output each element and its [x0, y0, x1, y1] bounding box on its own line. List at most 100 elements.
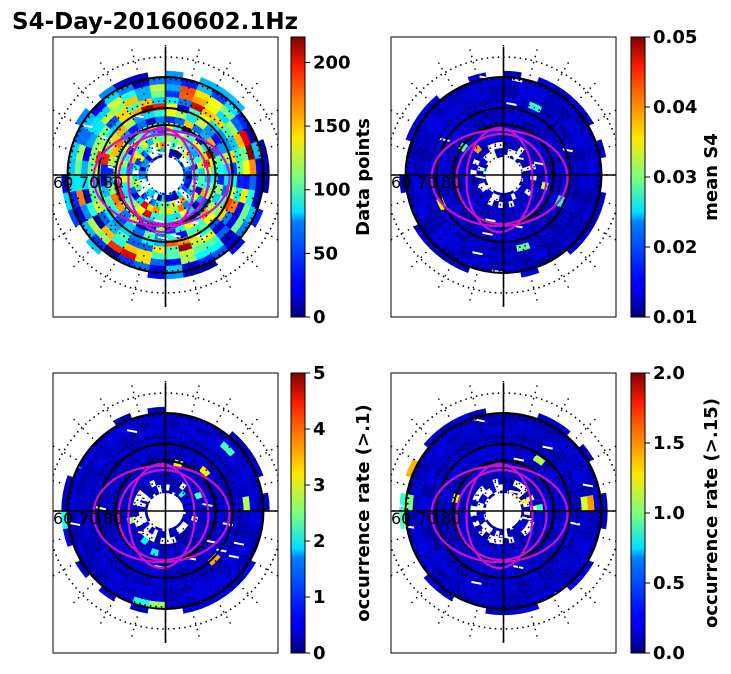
colorbar-tick-label: 0: [313, 307, 326, 328]
heat-cell: [165, 90, 181, 99]
contour-line: [430, 128, 569, 228]
heat-cell: [536, 503, 544, 512]
heat-cell: [168, 529, 175, 538]
gap-mark: [71, 464, 82, 469]
heat-cells: [61, 70, 270, 280]
heat-cell: [491, 568, 504, 577]
colorbar-tick-label: 1.0: [653, 503, 685, 524]
gap-mark: [439, 137, 450, 142]
heat-cell: [155, 451, 166, 460]
polar-area: 60 70 80: [53, 381, 278, 643]
heat-cell: [165, 109, 178, 118]
heat-cell: [580, 174, 589, 190]
figure-title: S4-Day-20160602.1Hz: [12, 9, 298, 35]
colorbar-tick-label: 0.5: [653, 573, 685, 594]
gap-mark: [499, 534, 511, 539]
gap-mark: [101, 136, 113, 141]
heat-cell: [158, 135, 166, 143]
heat-cell: [242, 160, 251, 176]
heat-cells: [399, 70, 607, 278]
heat-cell: [147, 526, 156, 535]
contour-line: [430, 464, 569, 564]
radius-label: 70: [79, 173, 99, 192]
heat-cell: [491, 232, 504, 241]
heat-cell: [217, 510, 225, 522]
axes-frame: [390, 372, 617, 654]
heat-cell: [151, 96, 166, 105]
heat-cell: [503, 245, 518, 254]
gap-mark: [521, 516, 533, 521]
radius-label: 80: [441, 509, 461, 528]
heat-cell: [503, 445, 516, 454]
gap-mark: [82, 124, 93, 129]
heat-cell: [555, 500, 563, 512]
heat-cell: [503, 251, 519, 260]
data-gaps: [397, 418, 594, 597]
heat-cell: [479, 493, 489, 502]
heat-cell: [503, 549, 512, 558]
colorbar-tick-label: 1.5: [653, 433, 685, 454]
heat-cell: [157, 549, 166, 558]
heat-cell: [491, 445, 504, 454]
heat-cell: [555, 174, 563, 186]
radius-label: 80: [103, 173, 123, 192]
panel-1: 60 70 80 0 50 100 150 200 Data points: [52, 36, 374, 328]
contour-line: [455, 468, 548, 562]
gap-mark: [489, 540, 500, 545]
heat-cell: [165, 207, 173, 215]
heat-cell: [151, 432, 166, 441]
gap-mark: [475, 175, 486, 180]
heat-cell: [555, 510, 563, 522]
heat-cell: [165, 451, 176, 460]
heat-cell: [217, 500, 225, 512]
heat-cell: [165, 543, 173, 551]
colorbar-tick-label: 0.01: [653, 307, 697, 328]
colorbar-tick-label: 0.02: [653, 237, 697, 258]
contour-line: [92, 464, 231, 564]
heat-cell: [165, 581, 180, 590]
gap-mark: [216, 548, 227, 553]
colorbar-tick-label: 0.03: [653, 167, 697, 188]
polar-area: 60 70 80: [391, 45, 616, 307]
heat-cell: [165, 587, 181, 596]
gap-mark: [582, 483, 594, 488]
contour-line: [117, 132, 210, 226]
colorbar-tick-label: 0.05: [653, 27, 697, 48]
heat-cell: [503, 587, 519, 596]
heat-cell: [495, 549, 504, 558]
heat-cell: [493, 115, 504, 124]
heat-cell: [153, 568, 166, 577]
heat-cell: [496, 135, 504, 143]
gap-mark: [153, 219, 165, 224]
colorbar-label: mean S4: [701, 133, 722, 221]
colorbar: [290, 36, 306, 318]
heat-cell: [503, 232, 516, 241]
colorbar-label: occurrence rate (>.1): [353, 404, 374, 621]
heat-cell: [236, 510, 244, 525]
gap-mark: [533, 161, 545, 166]
heat-cell: [217, 164, 225, 176]
heat-cell: [503, 432, 518, 441]
heat-cell: [574, 510, 582, 525]
heat-cell: [489, 581, 504, 590]
gap-mark: [477, 185, 489, 190]
heat-cell: [217, 174, 225, 186]
heat-cell: [242, 174, 251, 190]
heat-cell: [503, 115, 514, 124]
heat-cell: [491, 109, 504, 118]
gap-mark: [562, 148, 573, 153]
heat-cell: [165, 245, 180, 254]
heat-cell: [503, 207, 511, 215]
heat-cell: [242, 510, 251, 526]
gap-mark: [126, 429, 138, 434]
heat-cell: [155, 115, 166, 124]
heat-cell: [488, 587, 504, 596]
gap-mark: [69, 522, 81, 527]
gap-mark: [472, 251, 483, 256]
radius-label: 60: [391, 173, 411, 192]
gap-mark: [154, 150, 166, 155]
heat-cell: [165, 445, 178, 454]
contour-line: [92, 128, 231, 228]
panel-4: 60 70 80 0.0 0.5 1.0 1.5 2.0 occurrence rate (>.…: [390, 363, 722, 664]
